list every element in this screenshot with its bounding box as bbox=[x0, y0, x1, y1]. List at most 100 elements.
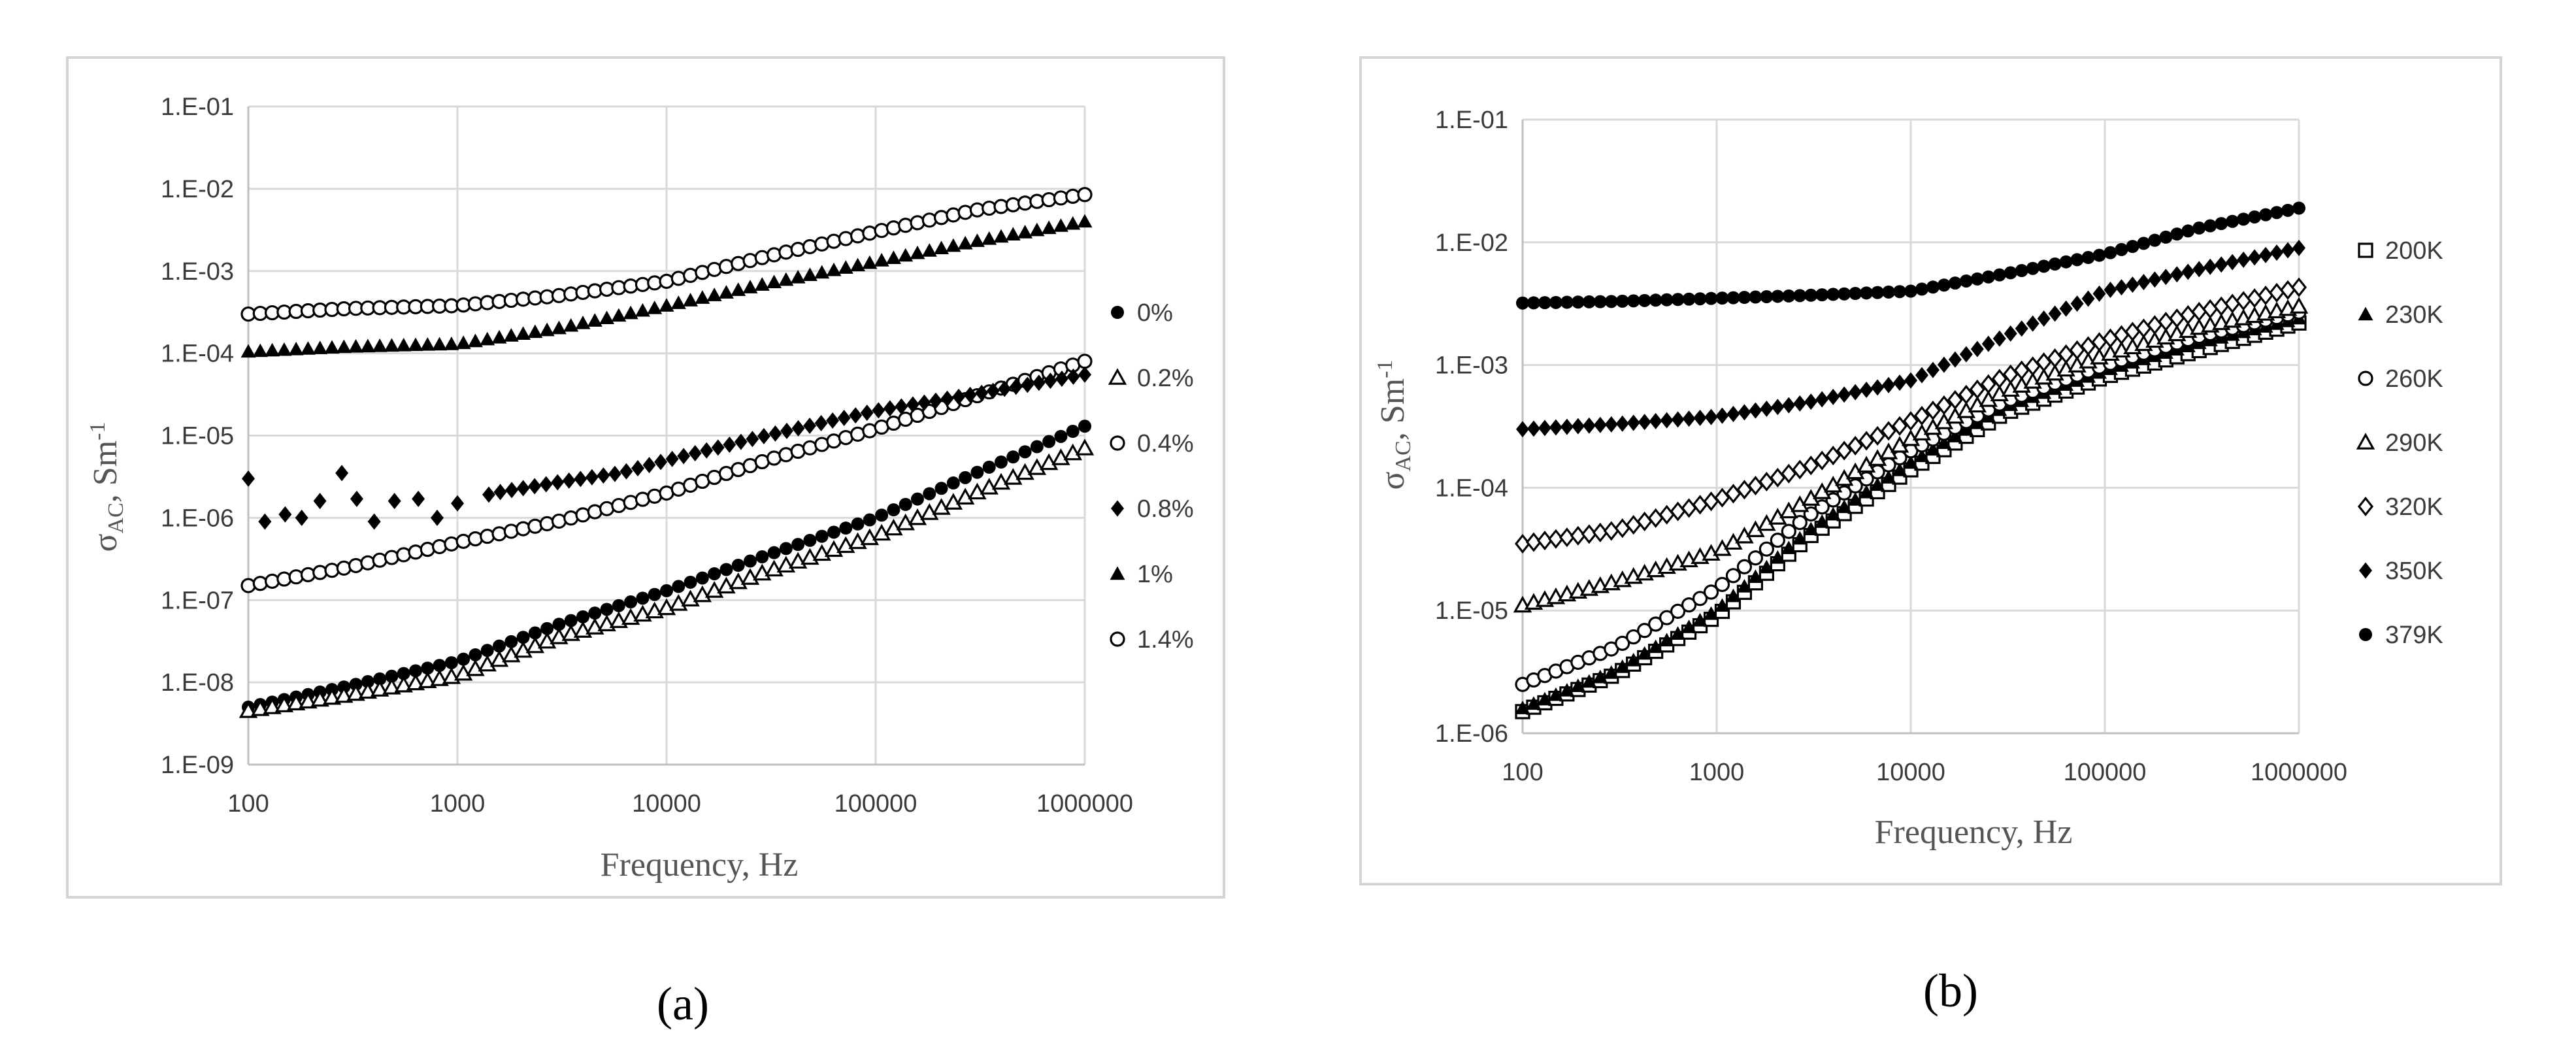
data-point bbox=[895, 398, 908, 415]
data-point bbox=[766, 247, 782, 263]
data-point bbox=[802, 267, 817, 281]
data-point bbox=[1937, 278, 1951, 292]
data-point bbox=[1549, 419, 1562, 436]
data-point bbox=[1054, 429, 1068, 443]
data-point bbox=[1770, 550, 1785, 564]
data-point bbox=[982, 231, 997, 245]
data-point bbox=[1860, 382, 1874, 399]
data-point bbox=[600, 603, 614, 616]
data-point bbox=[384, 338, 399, 352]
data-point bbox=[525, 636, 545, 654]
y-tick-label: 1.E-01 bbox=[1435, 107, 1508, 134]
data-point bbox=[388, 493, 401, 510]
data-point bbox=[802, 239, 818, 255]
data-point bbox=[688, 445, 702, 462]
data-point bbox=[754, 277, 770, 291]
data-point bbox=[969, 233, 985, 247]
y-tick-label: 1.E-02 bbox=[1435, 229, 1508, 257]
data-point bbox=[1948, 276, 1962, 290]
data-point bbox=[1570, 678, 1586, 693]
data-point bbox=[1782, 397, 1796, 414]
data-point bbox=[1925, 442, 1941, 456]
data-point bbox=[551, 320, 567, 335]
legend-label: 230K bbox=[2385, 301, 2443, 329]
data-point bbox=[336, 339, 352, 354]
data-point bbox=[360, 555, 376, 571]
data-point bbox=[929, 392, 942, 409]
legend-marker bbox=[2359, 628, 2372, 641]
data-point bbox=[372, 338, 388, 352]
x-tick-label: 10000 bbox=[1876, 759, 1945, 786]
data-point bbox=[993, 229, 1009, 243]
data-point bbox=[1749, 290, 1762, 304]
data-point bbox=[898, 248, 914, 262]
data-point bbox=[1992, 330, 2006, 347]
legend-label: 1% bbox=[1137, 561, 1173, 588]
legend-a: 0% 0.2% 0.4% 0.8% 1% 1.4% bbox=[1108, 299, 1194, 654]
data-point bbox=[288, 341, 304, 356]
data-point bbox=[2181, 224, 2195, 238]
data-point bbox=[2192, 261, 2206, 278]
data-point bbox=[348, 557, 364, 574]
data-point bbox=[1638, 414, 1651, 431]
data-point bbox=[1615, 294, 1629, 308]
data-point bbox=[527, 324, 543, 339]
legend-marker bbox=[1111, 500, 1124, 517]
data-point bbox=[1006, 450, 1020, 464]
data-point bbox=[826, 233, 842, 249]
data-point bbox=[385, 669, 399, 683]
data-point bbox=[631, 459, 644, 476]
data-point bbox=[906, 396, 919, 413]
data-point bbox=[1714, 598, 1730, 612]
data-point bbox=[1981, 270, 1995, 284]
data-point bbox=[1792, 531, 1808, 545]
data-point bbox=[1782, 289, 1796, 303]
data-point bbox=[1825, 506, 1841, 521]
data-point bbox=[503, 523, 519, 539]
data-point bbox=[278, 506, 292, 523]
legend-marker bbox=[2359, 562, 2372, 579]
data-point bbox=[1891, 416, 1908, 436]
data-point bbox=[1970, 272, 1984, 286]
legend-marker bbox=[1110, 435, 1125, 451]
data-point bbox=[635, 303, 650, 317]
data-point bbox=[455, 533, 471, 549]
data-point bbox=[502, 645, 521, 663]
data-point bbox=[1005, 227, 1021, 241]
data-point bbox=[723, 436, 736, 453]
data-point bbox=[911, 492, 924, 506]
data-point bbox=[361, 675, 374, 689]
series-230K bbox=[1515, 310, 2307, 714]
legend-label: 260K bbox=[2385, 365, 2443, 393]
data-point bbox=[731, 282, 746, 296]
data-point bbox=[1738, 404, 1751, 421]
data-point bbox=[1814, 514, 1830, 528]
data-point bbox=[335, 465, 349, 482]
data-point bbox=[814, 236, 830, 252]
x-axis-title-a: Frequency, Hz bbox=[601, 846, 799, 884]
data-point bbox=[576, 610, 589, 623]
data-point bbox=[2059, 255, 2073, 269]
data-point bbox=[1759, 559, 1774, 574]
series-350K bbox=[1516, 239, 2305, 438]
data-point bbox=[1970, 340, 1984, 357]
data-point bbox=[1781, 540, 1796, 554]
data-point bbox=[1969, 379, 1985, 399]
data-point bbox=[1836, 499, 1852, 514]
data-point bbox=[1860, 286, 1874, 300]
data-point bbox=[654, 454, 668, 471]
data-markers-a bbox=[239, 187, 1095, 718]
data-point bbox=[874, 253, 889, 267]
data-point bbox=[899, 497, 912, 511]
data-point bbox=[2137, 274, 2151, 291]
data-point bbox=[1849, 384, 1862, 401]
data-point bbox=[695, 290, 710, 304]
data-point bbox=[412, 490, 425, 507]
data-point bbox=[1826, 288, 1840, 301]
data-point bbox=[933, 210, 949, 225]
data-point bbox=[1593, 669, 1608, 684]
data-point bbox=[2270, 244, 2284, 261]
data-point bbox=[252, 576, 268, 591]
data-point bbox=[642, 457, 656, 474]
